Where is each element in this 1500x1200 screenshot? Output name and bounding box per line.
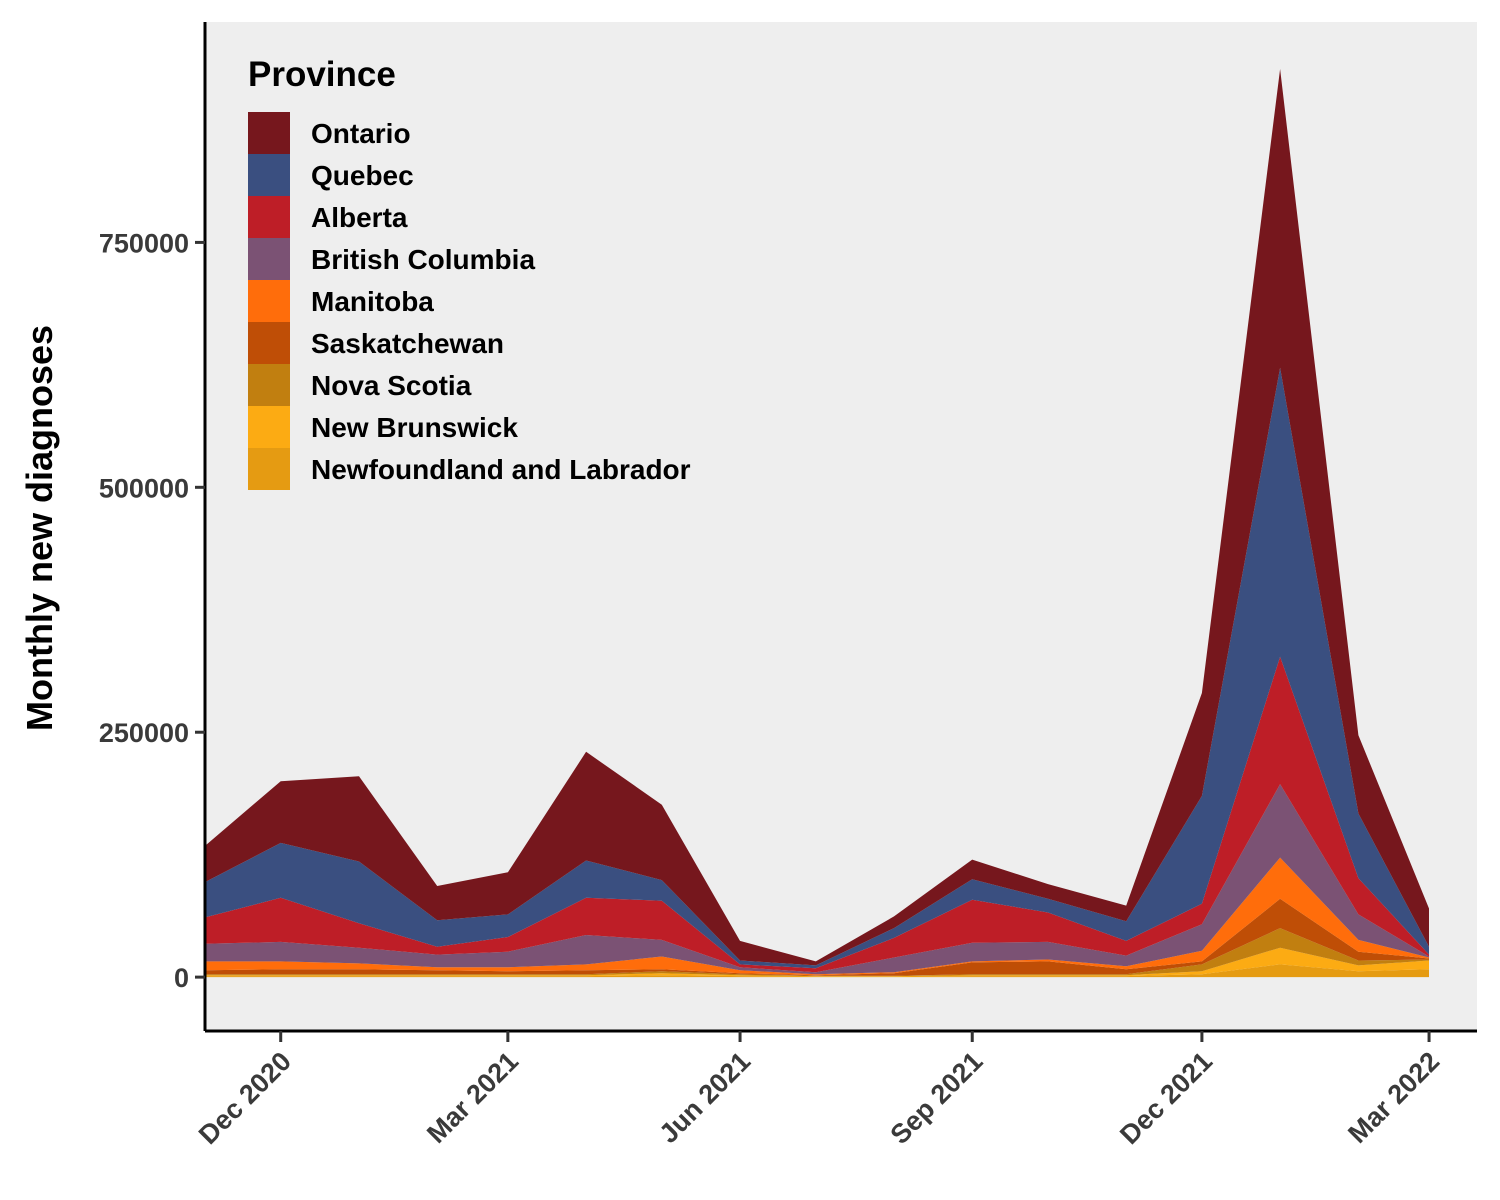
x-tick-label: Mar 2022: [1342, 1046, 1445, 1149]
legend-label-alberta: Alberta: [311, 202, 408, 233]
legend-label-british-columbia: British Columbia: [311, 244, 535, 275]
legend-label-new-brunswick: New Brunswick: [311, 412, 518, 443]
x-tick-label: Dec 2020: [193, 1046, 297, 1150]
legend-label-nova-scotia: Nova Scotia: [311, 370, 472, 401]
area-quebec: [205, 367, 1429, 969]
legend-label-saskatchewan: Saskatchewan: [311, 328, 504, 359]
legend-swatch-british-columbia: [248, 238, 290, 280]
y-axis-ticks: 0 250000 500000 750000: [99, 228, 205, 993]
y-tick-label: 0: [174, 963, 189, 993]
x-tick-label: Jun 2021: [653, 1046, 756, 1149]
area-alberta: [205, 656, 1429, 973]
area-british-columbia: [205, 784, 1429, 975]
x-tick-label: Dec 2021: [1114, 1046, 1218, 1150]
legend-swatch-new-brunswick: [248, 406, 290, 448]
legend-swatch-quebec: [248, 154, 290, 196]
legend-label-manitoba: Manitoba: [311, 286, 434, 317]
legend-label-quebec: Quebec: [311, 160, 414, 191]
legend-label-ontario: Ontario: [311, 118, 411, 149]
legend-swatch-nova-scotia: [248, 364, 290, 406]
legend-swatch-manitoba: [248, 280, 290, 322]
area-manitoba: [205, 857, 1429, 976]
legend-swatch-saskatchewan: [248, 322, 290, 364]
legend-swatch-ontario: [248, 112, 290, 154]
legend: Province Ontario Quebec Alberta British Col…: [248, 55, 691, 490]
legend-title: Province: [248, 55, 396, 94]
x-tick-label: Mar 2021: [421, 1046, 524, 1149]
area-newfoundland-and-labrador: [205, 964, 1429, 978]
legend-swatch-alberta: [248, 196, 290, 238]
legend-label-newfoundland-and-labrador: Newfoundland and Labrador: [311, 454, 691, 485]
y-axis-title: Monthly new diagnoses: [19, 325, 60, 731]
legend-swatch-newfoundland-and-labrador: [248, 448, 290, 490]
area-layers: [205, 69, 1429, 978]
y-tick-label: 250000: [99, 718, 189, 748]
y-tick-label: 500000: [99, 473, 189, 503]
x-axis-ticks: Dec 2020 Mar 2021 Jun 2021 Sep 2021 Dec 2021…: [193, 1031, 1445, 1150]
x-tick-label: Sep 2021: [884, 1046, 988, 1150]
y-tick-label: 750000: [99, 228, 189, 258]
